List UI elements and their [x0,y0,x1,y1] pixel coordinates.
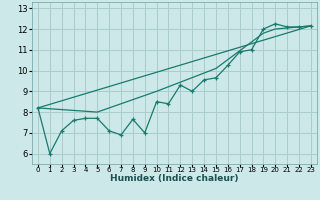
X-axis label: Humidex (Indice chaleur): Humidex (Indice chaleur) [110,174,239,183]
